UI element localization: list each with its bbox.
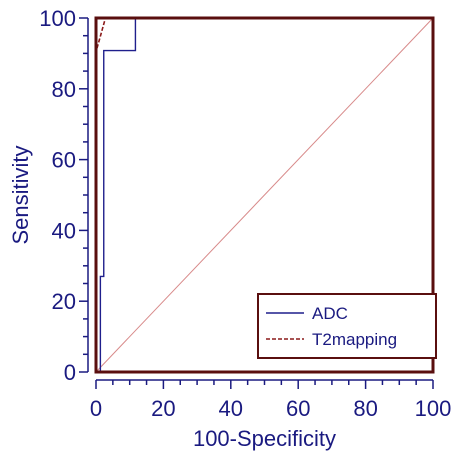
x-axis-label: 100-Specificity: [193, 426, 336, 451]
legend-label-adc: ADC: [312, 304, 348, 323]
y-tick-label: 60: [52, 148, 76, 173]
reference-diagonal-line: [95, 17, 434, 373]
series-line-adc: [96, 17, 433, 373]
x-tick-label: 40: [219, 396, 243, 421]
y-tick-label: 0: [64, 360, 76, 385]
y-tick-label: 40: [52, 218, 76, 243]
x-tick-label: 100: [415, 396, 452, 421]
x-tick-label: 80: [353, 396, 377, 421]
x-tick-label: 60: [286, 396, 310, 421]
y-tick-label: 100: [39, 6, 76, 31]
y-axis-label: Sensitivity: [8, 145, 33, 244]
y-tick-label: 20: [52, 289, 76, 314]
x-tick-label: 0: [90, 396, 102, 421]
x-tick-label: 20: [151, 396, 175, 421]
legend-label-t2mapping: T2mapping: [312, 330, 397, 349]
legend-box: [257, 293, 437, 359]
y-tick-label: 80: [52, 77, 76, 102]
plot-frame: [94, 16, 435, 374]
